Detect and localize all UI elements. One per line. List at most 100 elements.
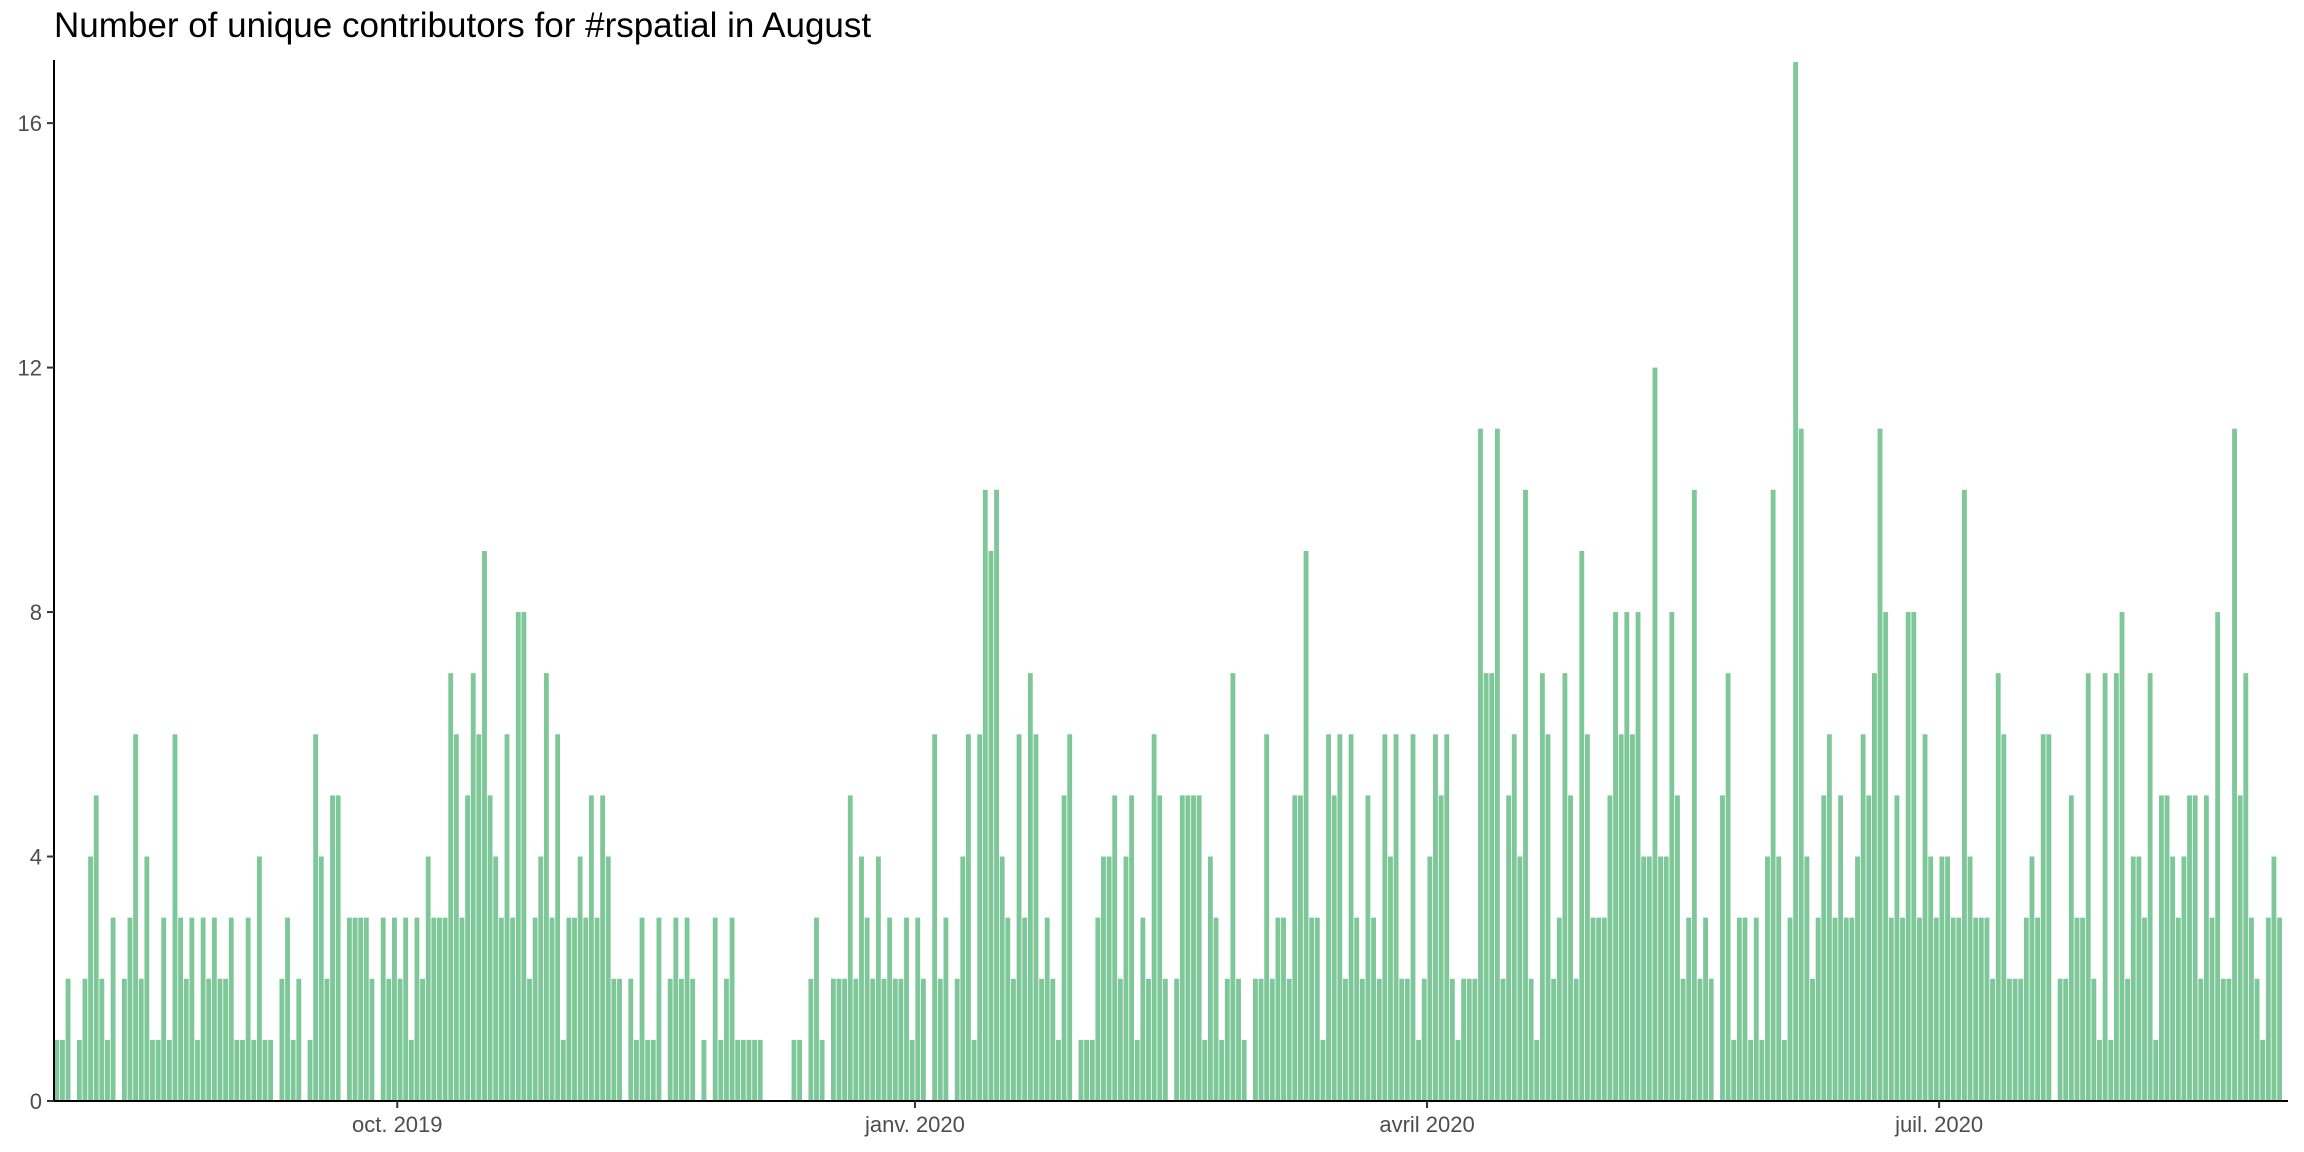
bar [121, 978, 127, 1101]
bar [397, 978, 403, 1101]
bar [2091, 978, 2097, 1101]
bar [431, 917, 437, 1101]
bar [437, 917, 442, 1101]
bar [1258, 978, 1264, 1101]
bar [1196, 795, 1202, 1101]
bar [1967, 856, 1973, 1101]
bar [600, 795, 606, 1101]
bar [656, 917, 662, 1101]
bar [2265, 917, 2271, 1101]
bar [690, 978, 696, 1101]
bar [1731, 1039, 1737, 1101]
bar [594, 917, 600, 1101]
bar [1106, 856, 1112, 1101]
bar [994, 489, 999, 1101]
bar [1309, 917, 1315, 1101]
bar [1838, 795, 1844, 1101]
bar [487, 795, 493, 1101]
bar [904, 917, 909, 1101]
bar [1787, 917, 1793, 1101]
bar [729, 917, 735, 1101]
bar [1112, 795, 1118, 1101]
bar [1140, 917, 1146, 1101]
bar [408, 1039, 414, 1101]
bar [1697, 978, 1703, 1101]
bar [1539, 673, 1545, 1101]
bar [650, 1039, 656, 1101]
bar [898, 978, 904, 1101]
bar [1562, 673, 1568, 1101]
bar [195, 1039, 200, 1101]
x-tick-label: janv. 2020 [864, 1112, 965, 1137]
bar [127, 917, 133, 1101]
bar [1708, 978, 1714, 1101]
bar [1438, 795, 1444, 1101]
bar [1585, 734, 1590, 1101]
bar [1179, 795, 1185, 1101]
bar [2271, 856, 2277, 1101]
bar [1371, 917, 1376, 1101]
bar [1596, 917, 1602, 1101]
bar [1331, 795, 1337, 1101]
bar [875, 856, 881, 1101]
bar [1703, 917, 1708, 1101]
bar [420, 978, 425, 1101]
bar [752, 1039, 757, 1101]
bar [493, 856, 499, 1101]
bar [1185, 795, 1191, 1101]
bar [1269, 978, 1275, 1101]
bar [2108, 1039, 2114, 1101]
bar [1894, 795, 1900, 1101]
bar [1922, 734, 1928, 1101]
bar [200, 917, 206, 1101]
bar [797, 1039, 803, 1101]
bar [611, 978, 617, 1101]
bar [1675, 795, 1680, 1101]
bar [1630, 734, 1635, 1101]
bar [1444, 734, 1450, 1101]
bar [977, 734, 983, 1101]
bar [549, 917, 555, 1101]
bar [166, 1039, 172, 1101]
bar [2254, 978, 2260, 1101]
bar [65, 978, 71, 1101]
bar [1449, 978, 1455, 1101]
bar [313, 734, 319, 1101]
bar [2029, 856, 2035, 1101]
bar [442, 917, 448, 1101]
bar [628, 978, 634, 1101]
bar [2119, 612, 2125, 1101]
bar [1736, 917, 1742, 1101]
bar [476, 734, 482, 1101]
bar [88, 856, 93, 1101]
bar [634, 1039, 639, 1101]
bar [560, 1039, 566, 1101]
bar [189, 917, 195, 1101]
bar [808, 978, 814, 1101]
bar [1207, 856, 1213, 1101]
bar [470, 673, 476, 1101]
bar [1855, 856, 1860, 1101]
bar [296, 978, 302, 1101]
bar [971, 1039, 977, 1101]
bar [859, 856, 864, 1101]
bar [1236, 978, 1241, 1101]
bar [1202, 1039, 1208, 1101]
bar [2243, 673, 2249, 1101]
bar [1658, 856, 1663, 1101]
bar [1044, 917, 1050, 1101]
bar [746, 1039, 752, 1101]
bar [1765, 856, 1770, 1101]
bar [1314, 917, 1320, 1101]
bar [99, 978, 105, 1101]
bar [1866, 795, 1872, 1101]
bar [830, 978, 836, 1101]
bar [1011, 978, 1016, 1101]
bar [2249, 917, 2254, 1101]
bar [1573, 978, 1579, 1101]
bar [1528, 978, 1534, 1101]
bar [1421, 978, 1427, 1101]
bar [1050, 978, 1056, 1101]
bar [1551, 978, 1557, 1101]
